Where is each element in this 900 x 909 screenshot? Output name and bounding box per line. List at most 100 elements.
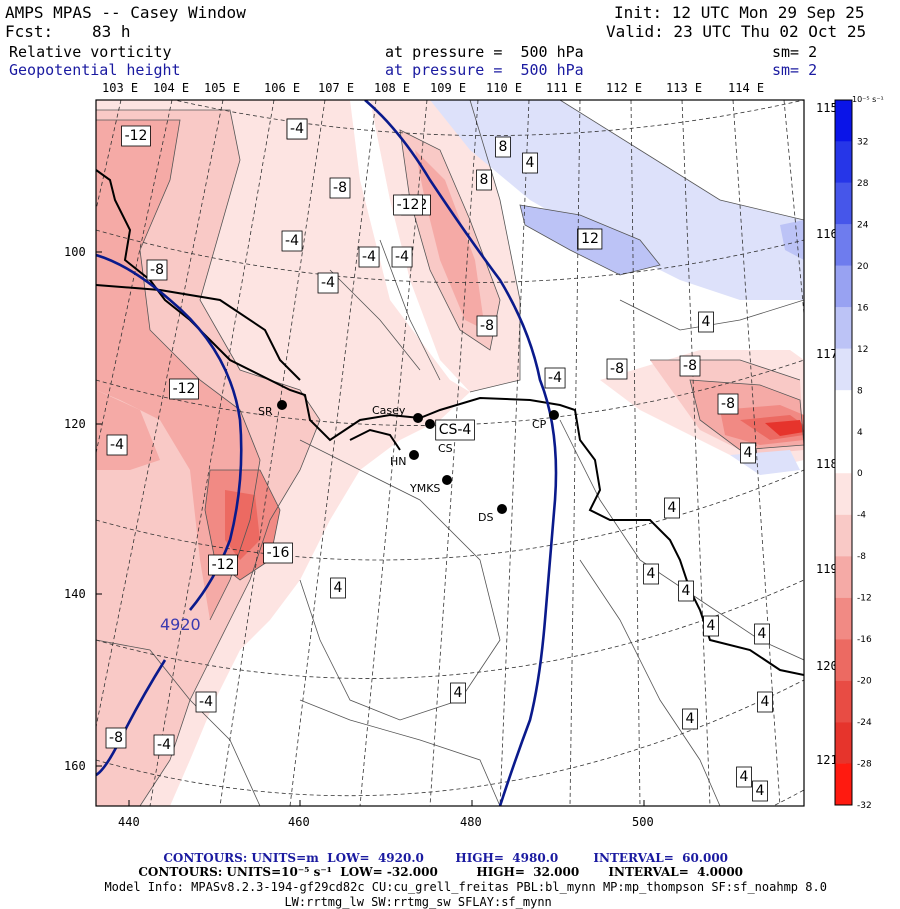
station-marker xyxy=(413,413,423,423)
vorticity-label: -4 xyxy=(395,249,409,265)
colorbar-swatch xyxy=(835,514,852,557)
footer-height-high: HIGH= 4980.0 xyxy=(447,837,558,865)
plot-title: AMPS MPAS -- Casey Window xyxy=(5,3,246,22)
colorbar-tick: -4 xyxy=(857,511,866,521)
footer-text: CONTOURS: UNITS=10⁻⁵ s⁻¹ LOW= -32.000 xyxy=(138,865,438,879)
vorticity-label: -4 xyxy=(285,233,299,249)
vorticity-label-box xyxy=(577,228,603,250)
colorbar-swatch xyxy=(835,556,852,598)
vorticity-label: -8 xyxy=(683,358,697,374)
footer-vort-contours: CONTOURS: UNITS=10⁻⁵ s⁻¹ LOW= -32.000 xyxy=(130,851,438,879)
colorbar-tick: -8 xyxy=(857,552,866,562)
vorticity-label-box xyxy=(393,194,423,216)
vorticity-label: 4 xyxy=(334,580,343,596)
y-tick: 100 xyxy=(64,245,86,259)
lon-label: 104 E xyxy=(153,81,189,95)
vorticity-label-box xyxy=(208,554,238,576)
vorticity-label-box xyxy=(476,169,492,191)
y-tick: 120 xyxy=(64,417,86,431)
vorticity-label-box xyxy=(329,177,351,199)
colorbar-tick: -20 xyxy=(857,677,872,687)
vorticity-label-box xyxy=(286,118,308,140)
colorbar-tick: 12 xyxy=(857,345,868,355)
vorticity-label: 4 xyxy=(744,445,753,461)
colorbar-swatch xyxy=(835,473,852,515)
footer-vort-interval: INTERVAL= 4.0000 xyxy=(600,851,743,879)
vorticity-label-box xyxy=(606,358,628,380)
colorbar-tick: 16 xyxy=(857,303,869,313)
lon-label: 114 E xyxy=(728,81,764,95)
height-contour-label: 4920 xyxy=(160,615,201,634)
vorticity-label-box xyxy=(263,542,293,564)
colorbar-swatch xyxy=(835,763,852,805)
vorticity-label-box xyxy=(105,727,127,749)
vorticity-label: 4 xyxy=(702,314,711,330)
station-label: CS xyxy=(438,442,453,455)
vorticity-label-box xyxy=(736,766,752,788)
x-tick: 480 xyxy=(460,815,482,829)
vorticity-label: -8 xyxy=(721,396,735,412)
vorticity-label: 4 xyxy=(740,769,749,785)
vorticity-label: 4 xyxy=(758,626,767,642)
footer-model-info-2: LW:rrtmg_lw SW:rrtmg_sw SFLAY:sf_mynn xyxy=(270,881,552,909)
field2-smoothing: sm= 2 xyxy=(772,61,818,79)
colorbar-swatch xyxy=(835,224,852,266)
vorticity-label-box xyxy=(757,691,773,713)
vorticity-label-box xyxy=(195,691,217,713)
colorbar-swatch xyxy=(835,722,852,764)
vorticity-label-box xyxy=(544,367,566,389)
x-tick: 460 xyxy=(288,815,310,829)
colorbar-tick: -12 xyxy=(857,594,872,604)
lon-label: 112 E xyxy=(606,81,642,95)
vorticity-label-box xyxy=(476,315,498,337)
colorbar: 32 28 24 20 16 12 8 4 0 -4 -8 -12 -16 -20 -24 -28 -32 xyxy=(834,99,872,811)
lon-label: 106 E xyxy=(264,81,300,95)
vorticity-label-box xyxy=(450,682,466,704)
forecast-hours: 83 h xyxy=(92,22,131,41)
colorbar-tick: 28 xyxy=(857,179,869,189)
colorbar-tick: -24 xyxy=(857,718,872,728)
footer-text: LW:rrtmg_lw SW:rrtmg_sw SFLAY:sf_mynn xyxy=(284,895,552,909)
vorticity-label: 4 xyxy=(682,583,691,599)
station-marker xyxy=(497,504,507,514)
vorticity-contours xyxy=(96,100,804,806)
vorticity-label: -8 xyxy=(610,361,624,377)
colorbar-swatch xyxy=(835,100,852,142)
vorticity-label: 4 xyxy=(454,685,463,701)
colorbar-swatch xyxy=(835,348,852,391)
station-marker xyxy=(425,419,435,429)
colorbar-tick: 0 xyxy=(857,469,863,479)
vorticity-label-box xyxy=(717,393,739,415)
colorbar-swatch xyxy=(835,639,852,681)
vorticity-label-box xyxy=(281,230,303,252)
vorticity-label-box xyxy=(678,580,694,602)
vorticity-label: CS-4 xyxy=(439,422,472,438)
vorticity-label: -4 xyxy=(290,121,304,137)
forecast-label: Fcst: xyxy=(5,22,54,41)
vorticity-label-box xyxy=(106,434,128,456)
footer-text: Model Info: MPASv8.2.3-194-gf29cd82c CU:… xyxy=(104,880,827,894)
station-marker xyxy=(409,450,419,460)
vorticity-label: -4 xyxy=(362,249,376,265)
footer-height-interval: INTERVAL= 60.000 xyxy=(585,837,728,865)
station-label: DS xyxy=(478,511,493,524)
vorticity-label: 4 xyxy=(668,500,677,516)
vorticity-label-box xyxy=(146,259,168,281)
vorticity-label: 4 xyxy=(686,711,695,727)
vorticity-label: -4 xyxy=(110,437,124,453)
vorticity-label: 4 xyxy=(526,155,535,171)
station-marker xyxy=(442,475,452,485)
vorticity-label-box xyxy=(330,577,346,599)
footer-text: HIGH= 4980.0 xyxy=(455,851,559,865)
colorbar-swatch xyxy=(835,141,852,183)
vorticity-label-box xyxy=(752,780,768,802)
vorticity-label: 4 xyxy=(647,566,656,582)
vorticity-label: -12 xyxy=(125,128,148,144)
tick-marks xyxy=(96,251,645,806)
lon-label: 113 E xyxy=(666,81,702,95)
colorbar-swatch xyxy=(835,307,852,349)
station-label: CP xyxy=(532,418,547,431)
vorticity-label: -12 xyxy=(212,557,235,573)
station-marker xyxy=(549,410,559,420)
vorticity-label-box xyxy=(698,311,714,333)
